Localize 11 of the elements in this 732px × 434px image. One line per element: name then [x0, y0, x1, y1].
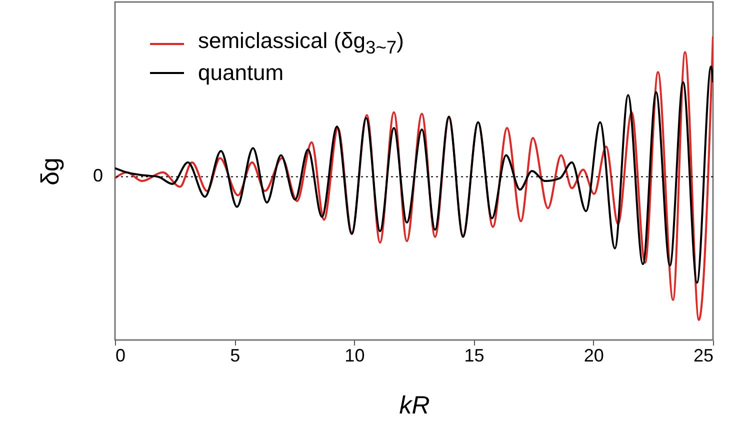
x-tick-label: 25	[693, 346, 714, 366]
ref-line-label: 0	[92, 166, 103, 186]
x-tick-label: 20	[584, 346, 604, 366]
y-axis-title: δg	[36, 158, 64, 186]
x-tick-label: 0	[116, 346, 126, 366]
x-tick-label: 10	[344, 346, 365, 366]
x-axis-title: kR	[399, 392, 430, 420]
legend-label: quantum	[198, 60, 284, 86]
x-tick-label: 5	[230, 346, 240, 366]
x-tick-label: 15	[464, 346, 484, 366]
legend-label: semiclassical (δg$_{3~7}$)	[198, 28, 404, 60]
